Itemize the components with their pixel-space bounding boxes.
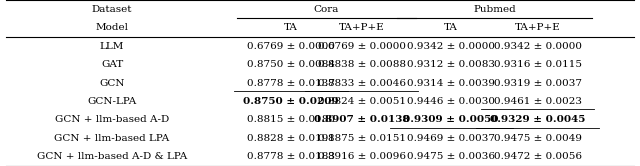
Text: 0.9316 ± 0.0115: 0.9316 ± 0.0115	[493, 60, 582, 69]
Text: 0.9475 ± 0.0049: 0.9475 ± 0.0049	[493, 134, 582, 143]
Text: 0.9342 ± 0.0000: 0.9342 ± 0.0000	[407, 42, 495, 51]
Text: 0.8778 ± 0.0183: 0.8778 ± 0.0183	[247, 152, 335, 161]
Text: GCN + llm-based A-D & LPA: GCN + llm-based A-D & LPA	[37, 152, 187, 161]
Text: 0.8916 ± 0.0096: 0.8916 ± 0.0096	[317, 152, 406, 161]
Text: 0.9461 ± 0.0023: 0.9461 ± 0.0023	[493, 97, 582, 106]
Text: LLM: LLM	[100, 42, 124, 51]
Text: 0.9475 ± 0.0036: 0.9475 ± 0.0036	[407, 152, 495, 161]
Text: 0.8875 ± 0.0151: 0.8875 ± 0.0151	[317, 134, 406, 143]
Text: GCN-LPA: GCN-LPA	[88, 97, 136, 106]
Text: GCN + llm-based A-D: GCN + llm-based A-D	[55, 115, 169, 124]
Text: 0.8824 ± 0.0051: 0.8824 ± 0.0051	[317, 97, 406, 106]
Text: Pubmed: Pubmed	[473, 5, 516, 14]
Text: TA+P+E: TA+P+E	[339, 23, 385, 32]
Text: GAT: GAT	[101, 60, 123, 69]
Text: 0.9312 ± 0.0083: 0.9312 ± 0.0083	[407, 60, 495, 69]
Text: 0.8750 ± 0.0084: 0.8750 ± 0.0084	[247, 60, 335, 69]
Text: 0.9446 ± 0.0030: 0.9446 ± 0.0030	[407, 97, 495, 106]
Text: GCN + llm-based LPA: GCN + llm-based LPA	[54, 134, 170, 143]
Text: TA: TA	[444, 23, 458, 32]
Text: 0.9319 ± 0.0037: 0.9319 ± 0.0037	[493, 79, 582, 87]
Text: 0.8778 ± 0.0137: 0.8778 ± 0.0137	[247, 79, 335, 87]
Text: 0.8833 ± 0.0046: 0.8833 ± 0.0046	[317, 79, 406, 87]
Text: 0.9472 ± 0.0056: 0.9472 ± 0.0056	[493, 152, 582, 161]
Text: 0.6769 ± 0.0000: 0.6769 ± 0.0000	[247, 42, 335, 51]
Text: 0.9329 ± 0.0045: 0.9329 ± 0.0045	[490, 115, 586, 124]
Text: 0.8907 ± 0.0138: 0.8907 ± 0.0138	[314, 115, 410, 124]
Text: 0.8828 ± 0.0191: 0.8828 ± 0.0191	[247, 134, 335, 143]
Text: 0.6769 ± 0.0000: 0.6769 ± 0.0000	[317, 42, 406, 51]
Text: 0.8838 ± 0.0088: 0.8838 ± 0.0088	[317, 60, 406, 69]
Text: GCN: GCN	[99, 79, 125, 87]
Text: 0.9309 ± 0.0050: 0.9309 ± 0.0050	[403, 115, 499, 124]
Text: Model: Model	[95, 23, 129, 32]
Text: 0.9342 ± 0.0000: 0.9342 ± 0.0000	[493, 42, 582, 51]
Text: 0.9314 ± 0.0039: 0.9314 ± 0.0039	[407, 79, 495, 87]
Text: Cora: Cora	[314, 5, 339, 14]
Text: TA: TA	[284, 23, 298, 32]
Text: 0.8750 ± 0.0209: 0.8750 ± 0.0209	[243, 97, 339, 106]
Text: 0.9469 ± 0.0037: 0.9469 ± 0.0037	[407, 134, 495, 143]
Text: 0.8815 ± 0.0180: 0.8815 ± 0.0180	[247, 115, 335, 124]
Text: Dataset: Dataset	[92, 5, 132, 14]
Text: TA+P+E: TA+P+E	[515, 23, 561, 32]
